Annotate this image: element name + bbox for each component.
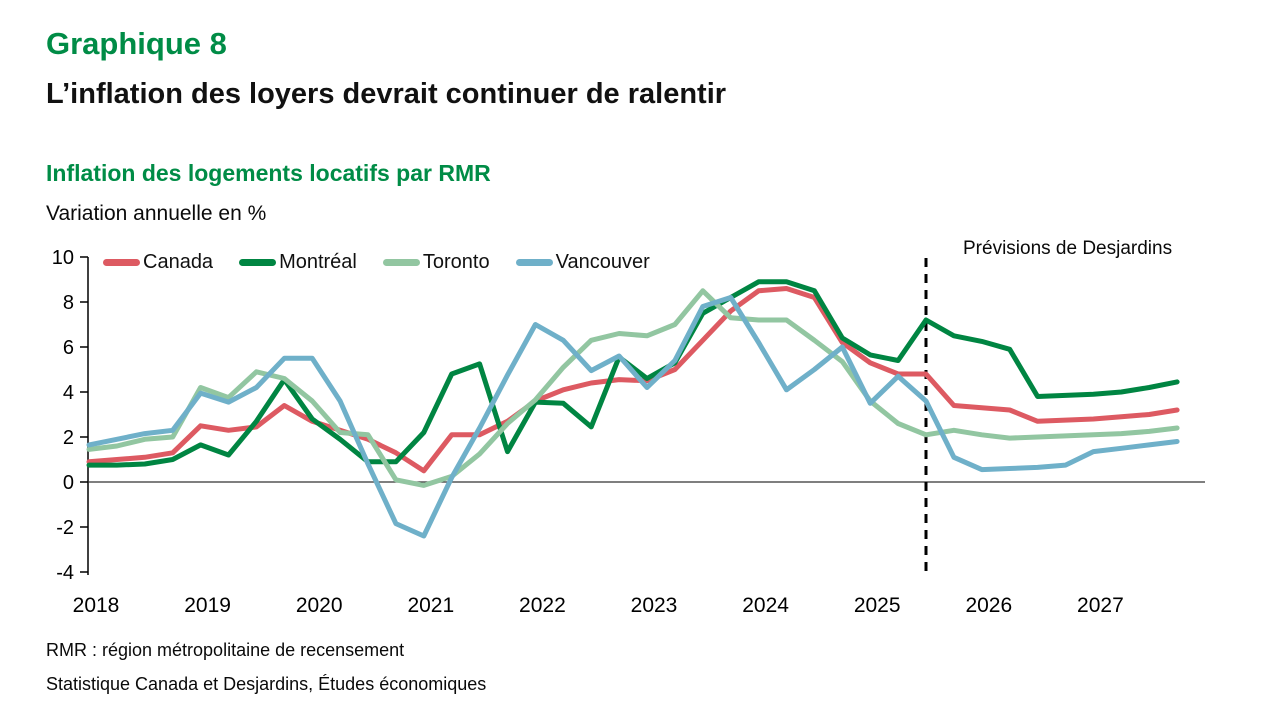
axis-unit-label: Variation annuelle en %	[46, 202, 267, 225]
forecast-label: Prévisions de Desjardins	[963, 238, 1173, 259]
y-tick-label: -4	[56, 562, 74, 584]
y-tick-label: 10	[52, 247, 74, 269]
x-tick-label: 2026	[965, 594, 1012, 617]
footnote-definition: RMR : région métropolitaine de recenseme…	[46, 640, 405, 660]
legend-label: Canada	[143, 251, 214, 273]
y-tick-label: -2	[56, 517, 74, 539]
x-tick-label: 2022	[519, 594, 566, 617]
x-tick-label: 2023	[631, 594, 678, 617]
legend-label: Toronto	[422, 251, 490, 273]
y-tick-label: 6	[63, 337, 74, 359]
legend-swatch	[515, 259, 553, 266]
legend-label: Montréal	[279, 251, 357, 273]
headline: L’inflation des loyers devrait continuer…	[46, 78, 727, 110]
x-tick-label: 2020	[296, 594, 343, 617]
chart-legend: Canada Montréal Toronto Vancouver	[103, 251, 650, 274]
graph-number: Graphique 8	[46, 26, 227, 61]
legend-item-canada: Canada	[103, 251, 213, 274]
x-tick-label: 2021	[407, 594, 454, 617]
x-tick-label: 2027	[1077, 594, 1124, 617]
legend-item-toronto: Toronto	[382, 251, 490, 274]
chart-title: Inflation des logements locatifs par RMR	[46, 160, 491, 186]
legend-item-vancouver: Vancouver	[515, 251, 650, 274]
x-tick-label: 2025	[854, 594, 901, 617]
legend-label: Vancouver	[555, 251, 650, 273]
y-tick-label: 2	[63, 427, 74, 449]
legend-swatch	[239, 259, 277, 266]
legend-swatch	[103, 259, 140, 266]
series-line-montral	[86, 279, 1180, 468]
y-tick-label: 4	[63, 382, 74, 404]
series-line-vancouver	[86, 295, 1180, 539]
x-tick-label: 2018	[73, 594, 120, 617]
y-tick-label: 0	[63, 472, 74, 494]
x-tick-label: 2024	[742, 594, 789, 617]
series-line-canada	[86, 286, 1180, 474]
y-tick-label: 8	[63, 292, 74, 314]
footnote-source: Statistique Canada et Desjardins, Études…	[46, 674, 487, 694]
legend-item-montral: Montréal	[239, 251, 357, 274]
legend-swatch	[382, 259, 420, 266]
x-tick-label: 2019	[184, 594, 231, 617]
